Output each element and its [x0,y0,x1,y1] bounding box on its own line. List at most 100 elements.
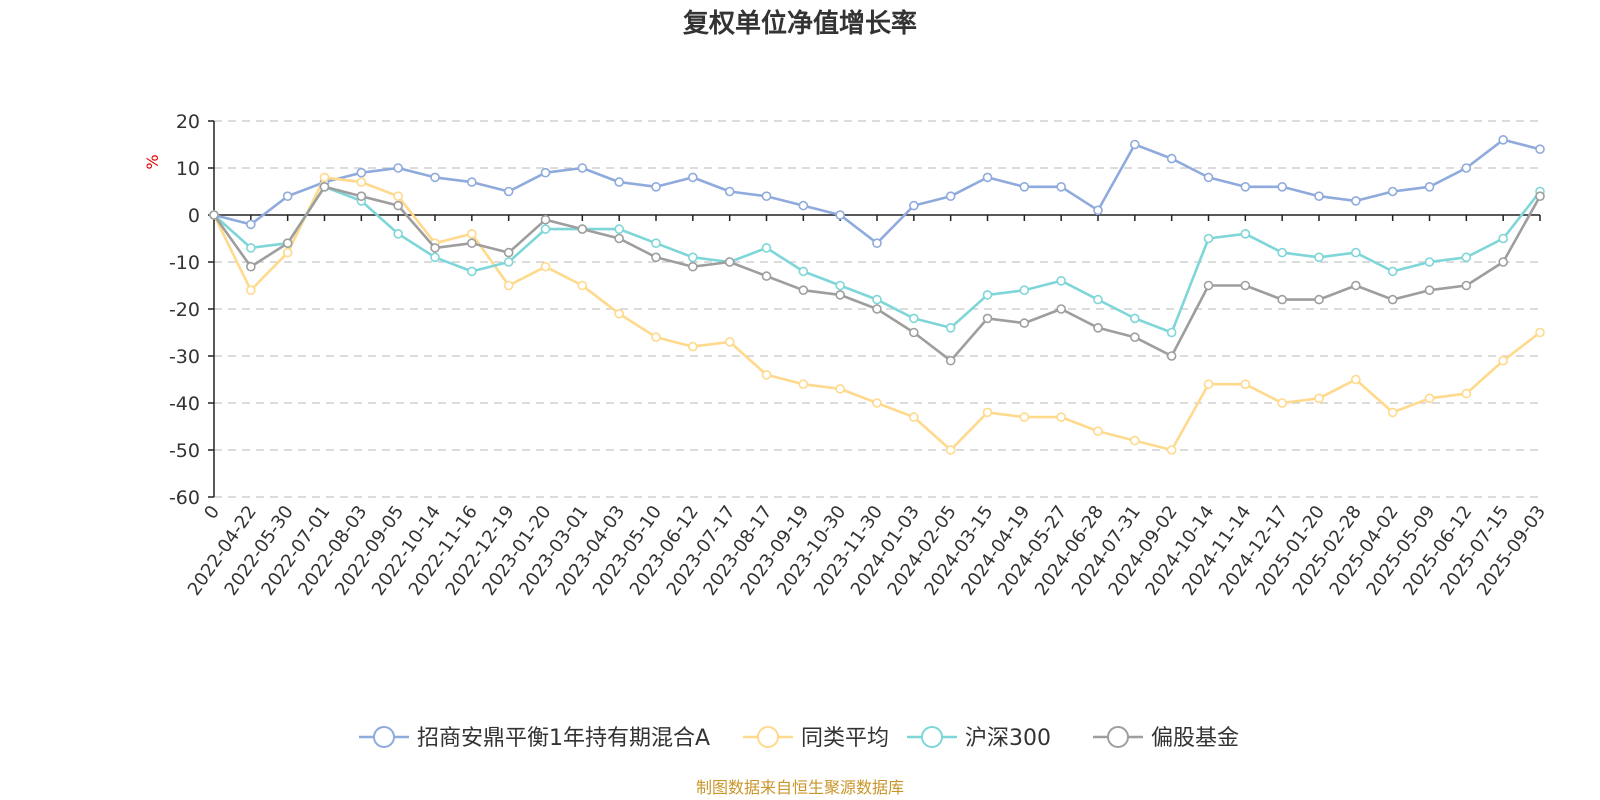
data-point [798,285,809,296]
data-point [1093,205,1103,216]
source-note: 制图数据来自恒生聚源数据库 [696,778,904,797]
legend-item[interactable]: 沪深300 [907,726,1051,751]
data-point [872,238,882,248]
data-point [1535,327,1545,338]
data-point [282,191,293,201]
data-point [651,182,661,192]
data-point [1351,280,1361,291]
data-point [798,266,809,277]
data-point [945,355,956,366]
data-point [1019,182,1030,192]
data-point [1498,233,1508,244]
legend-item[interactable]: 招商安鼎平衡1年持有期混合A [359,726,710,751]
data-point [1203,379,1214,390]
axes: 20100-10-20-30-40-50-6002022-04-222022-0… [169,111,1550,600]
legend-marker-icon [373,726,395,748]
data-point [577,163,588,173]
data-point [1387,266,1398,277]
data-point [982,407,993,418]
data-point [393,200,403,211]
data-point [1424,182,1435,192]
y-tick-label: 10 [176,158,200,180]
data-point [835,280,845,291]
data-point [393,191,403,201]
data-point [945,191,956,201]
y-tick-label: -40 [169,393,200,415]
data-point [1240,379,1251,390]
data-point [282,247,293,258]
data-point [1498,355,1508,366]
data-point [724,186,735,197]
y-tick-label: -10 [169,252,200,274]
data-point [1130,435,1140,446]
data-point [1424,393,1435,404]
data-point [614,233,624,244]
data-point [1130,139,1140,150]
data-point [982,290,993,300]
data-point [1019,412,1030,422]
y-tick-label: -20 [169,299,200,321]
data-point [945,322,956,333]
data-point [356,177,367,187]
y-tick-label: 20 [176,111,200,133]
data-point [909,412,919,422]
data-point [282,238,293,248]
legend-marker-icon [757,726,779,748]
data-point [467,229,477,239]
data-point [1351,247,1361,258]
data-point [872,294,882,305]
legend-marker-icon [1107,726,1129,748]
legend-label: 偏股基金 [1151,726,1239,751]
data-point [835,210,845,220]
data-point [1056,275,1066,286]
data-point [1277,294,1287,305]
data-point [614,224,624,234]
data-point [651,252,661,263]
data-point [540,167,551,178]
legend-marker-icon [921,726,943,748]
data-point [1461,280,1472,291]
y-tick-label: 0 [188,205,200,227]
data-point [945,445,956,455]
data-point [835,290,845,300]
data-point [688,252,698,263]
legend-label: 招商安鼎平衡1年持有期混合A [417,726,710,751]
data-point [688,261,698,272]
legend-item[interactable]: 同类平均 [743,726,889,751]
data-point [467,266,477,277]
y-tick-label: -60 [169,487,200,509]
data-point [835,384,845,394]
data-point [467,177,477,187]
legend-item[interactable]: 偏股基金 [1093,726,1239,751]
data-point [1461,252,1472,263]
data-point [872,304,882,314]
data-point [909,200,919,211]
data-point [1387,186,1398,197]
data-point [1019,318,1030,328]
data-point [1535,191,1545,201]
data-point [724,337,735,347]
data-point [688,341,698,352]
data-point [1240,182,1251,192]
data-point [1277,247,1287,258]
data-point [319,182,330,192]
y-tick-label: -30 [169,346,200,368]
data-point [1166,327,1177,338]
data-point [1166,445,1177,455]
data-point [209,210,219,220]
data-point [724,257,735,267]
data-point [1314,252,1324,263]
data-point [1387,407,1398,418]
data-point [246,219,256,230]
data-point [540,224,551,234]
y-axis-unit-label: % [143,154,162,169]
data-point [246,285,256,296]
data-point [872,398,882,408]
data-point [909,313,919,324]
data-point [503,257,514,267]
data-point [1387,294,1398,305]
chart-title: 复权单位净值增长率 [683,8,917,39]
data-point [1240,229,1251,239]
legend[interactable]: 招商安鼎平衡1年持有期混合A 同类平均 沪深300 偏股基金 [359,726,1239,751]
data-point [1166,153,1177,164]
